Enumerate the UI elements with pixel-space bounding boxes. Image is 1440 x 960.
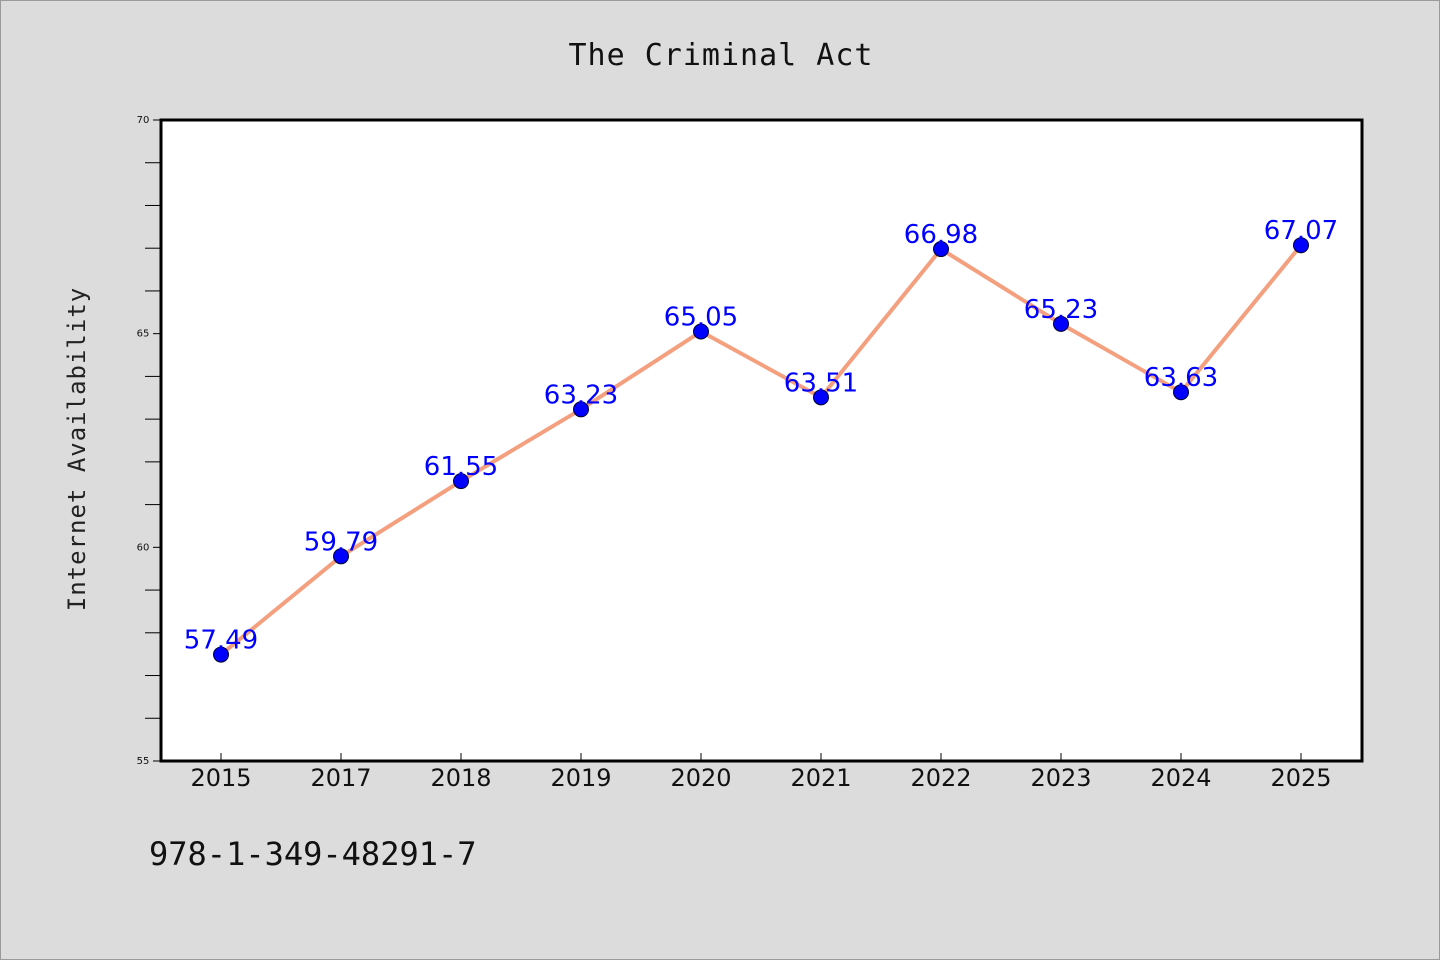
plot-frame: [159, 118, 1364, 763]
data-labels: 57.49 59.79 61.55 63.23 65.05 63.51 66.98 65.23…: [184, 216, 1338, 655]
data-label: 61.55: [424, 452, 498, 482]
x-tick-label: 2023: [1030, 764, 1091, 792]
axes: 55 60 65 70 2015 2017 2018 2019 2020 2021 2022 2023…: [137, 115, 1332, 792]
data-point: [453, 473, 469, 490]
x-tick-label: 2020: [670, 764, 731, 792]
data-label: 59.79: [304, 527, 378, 557]
data-point: [1293, 237, 1309, 254]
x-tick-label: 2022: [910, 764, 971, 792]
data-label: 63.63: [1144, 363, 1218, 393]
series-line-group: [219, 243, 1303, 657]
data-point: [573, 401, 589, 418]
y-tick-label: 60: [137, 542, 150, 553]
data-label: 65.23: [1024, 295, 1098, 325]
x-tick-label: 2024: [1150, 764, 1211, 792]
data-point: [213, 646, 229, 663]
data-point: [333, 548, 349, 565]
y-axis-label: Internet Availability: [63, 287, 91, 611]
data-point: [1173, 384, 1189, 401]
series-line: [219, 243, 1303, 657]
x-tick-label: 2017: [310, 764, 371, 792]
data-point: [813, 389, 829, 406]
y-tick-label: 65: [137, 329, 150, 340]
markers: [213, 237, 1309, 663]
data-point: [1053, 315, 1069, 332]
data-label: 65.05: [664, 303, 738, 333]
x-tick-label: 2015: [190, 764, 251, 792]
data-point: [933, 241, 949, 258]
isbn-text: 978-1-349-48291-7: [149, 835, 477, 873]
x-tick-label: 2025: [1270, 764, 1331, 792]
data-label: 57.49: [184, 626, 258, 656]
x-tick-label: 2018: [430, 764, 491, 792]
data-label: 63.51: [784, 368, 858, 398]
y-tick-label: 70: [137, 115, 150, 126]
plot-area: [161, 120, 1362, 761]
data-point: [693, 323, 709, 340]
x-tick-label: 2021: [790, 764, 851, 792]
chart-title: The Criminal Act: [569, 38, 874, 73]
y-tick-label: 55: [137, 756, 150, 767]
data-label: 67.07: [1264, 216, 1338, 246]
data-label: 66.98: [904, 220, 978, 250]
data-label: 63.23: [544, 380, 618, 410]
x-tick-label: 2019: [550, 764, 611, 792]
